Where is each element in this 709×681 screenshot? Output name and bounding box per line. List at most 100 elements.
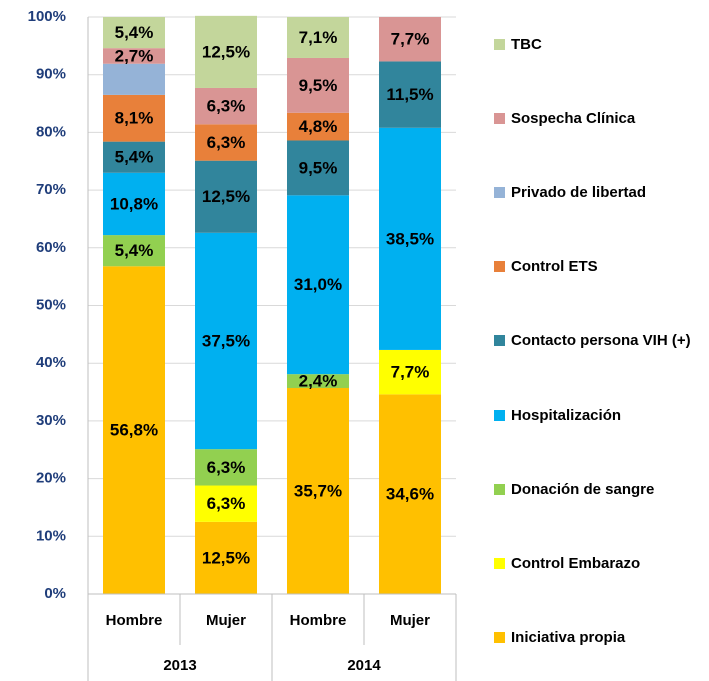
data-label: 5,4% (115, 148, 154, 167)
bar-segment (195, 521, 257, 594)
data-label: 31,0% (294, 275, 342, 294)
data-label: 7,1% (299, 28, 338, 47)
data-label: 2,4% (299, 372, 338, 391)
legend-label: Control ETS (511, 258, 598, 276)
y-tick-label: 0% (44, 585, 66, 602)
y-tick-label: 10% (36, 527, 66, 544)
bar-segment (379, 394, 441, 594)
bar-segment (379, 349, 441, 395)
data-label: 12,5% (202, 548, 250, 567)
legend-swatch (494, 113, 505, 125)
bar-segment (379, 17, 441, 62)
bar-segment (103, 48, 165, 64)
data-label: 4,8% (299, 117, 338, 136)
x-tick-label: Hombre (290, 612, 347, 629)
x-tick-label: Mujer (390, 612, 430, 629)
legend-item: Iniciativa propia (494, 627, 708, 649)
bar-segment (287, 195, 349, 375)
data-label: 12,5% (202, 42, 250, 61)
group-label: 2013 (163, 657, 196, 674)
data-label: 11,5% (386, 85, 433, 104)
data-label: 6,3% (207, 133, 246, 152)
data-label: 10,8% (110, 194, 158, 213)
legend-item: Sospecha Clínica (494, 108, 708, 130)
bar-segment (103, 63, 165, 95)
legend-item: Contacto persona VIH (+) (494, 330, 708, 352)
data-label: 7,7% (391, 363, 430, 382)
bar-segment (195, 160, 257, 233)
bar-segment (195, 449, 257, 486)
legend-label: Donación de sangre (511, 480, 655, 498)
legend-item: Control ETS (494, 256, 708, 278)
legend-swatch (494, 557, 505, 569)
bar-segment (195, 232, 257, 450)
bar-segment (103, 266, 165, 594)
bar-segment (195, 124, 257, 161)
bar-segment (287, 112, 349, 141)
legend-item: Hospitalización (494, 405, 708, 427)
data-label: 7,7% (391, 30, 430, 49)
bar-segment (195, 87, 257, 125)
bar-segment (195, 15, 257, 88)
y-tick-label: 50% (36, 296, 66, 313)
data-label: 6,3% (207, 97, 246, 116)
data-label: 5,4% (115, 241, 154, 260)
bar-segment (103, 172, 165, 236)
legend-item: TBC (494, 34, 708, 56)
y-tick-label: 40% (36, 354, 66, 371)
legend-item: Donación de sangre (494, 479, 708, 501)
y-tick-label: 80% (36, 123, 66, 140)
data-label: 5,4% (115, 23, 154, 42)
legend-label: Iniciativa propia (511, 628, 626, 646)
bar-segment (103, 235, 165, 267)
y-tick-label: 20% (36, 470, 66, 487)
bar-segment (287, 17, 349, 58)
data-label: 2,7% (115, 46, 154, 65)
data-label: 35,7% (294, 481, 342, 500)
data-label: 8,1% (115, 109, 154, 128)
legend-label: Control Embarazo (511, 554, 641, 572)
y-tick-label: 100% (28, 8, 66, 25)
legend-label: TBC (511, 36, 542, 53)
bar-segment (287, 374, 349, 389)
legend-item: Privado de libertad (494, 182, 708, 204)
data-label: 38,5% (386, 229, 434, 248)
x-tick-label: Hombre (106, 612, 163, 629)
data-label: 6,3% (207, 458, 246, 477)
legend-label: Sospecha Clínica (511, 110, 636, 128)
bar-segment (103, 94, 165, 142)
y-tick-label: 30% (36, 412, 66, 429)
y-tick-label: 70% (36, 181, 66, 198)
data-label: 34,6% (386, 485, 434, 504)
legend-swatch (494, 335, 505, 347)
legend-label: Contacto persona VIH (+) (511, 332, 691, 350)
bar-segment (195, 485, 257, 522)
legend-item: Control Embarazo (494, 553, 708, 575)
legend-swatch (494, 261, 505, 273)
bar-segment (379, 127, 441, 350)
data-label: 9,5% (299, 158, 338, 177)
legend-swatch (494, 483, 505, 495)
group-label: 2014 (347, 657, 381, 674)
data-label: 6,3% (207, 494, 246, 513)
x-tick-label: Mujer (206, 612, 246, 629)
legend-swatch (494, 409, 505, 421)
bar-segment (379, 61, 441, 128)
y-tick-label: 60% (36, 239, 66, 256)
legend-label: Privado de libertad (511, 184, 647, 202)
legend-swatch (494, 39, 505, 50)
data-label: 9,5% (299, 76, 338, 95)
data-label: 56,8% (110, 421, 158, 440)
data-label: 37,5% (202, 331, 250, 350)
bar-segment (287, 388, 349, 594)
legend-swatch (494, 187, 505, 199)
bar-segment (103, 17, 165, 49)
y-tick-label: 90% (36, 66, 66, 83)
bar-segment (287, 140, 349, 196)
bar-segment (287, 57, 349, 113)
legend-label: Hospitalización (511, 406, 622, 424)
legend-swatch (494, 631, 505, 643)
data-label: 12,5% (202, 187, 250, 206)
